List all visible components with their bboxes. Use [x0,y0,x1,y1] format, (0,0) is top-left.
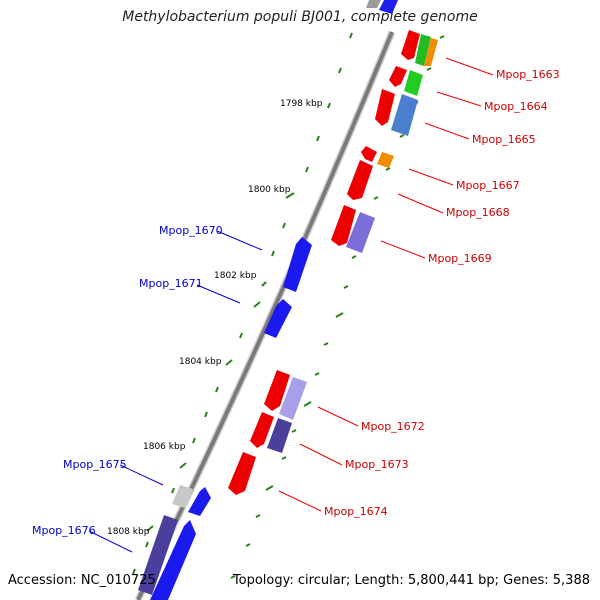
topology-text: Topology: circular; Length: 5,800,441 bp… [232,573,590,588]
forward-leaders [88,230,263,553]
gene-arrow-mpop-1676-b[interactable] [150,520,196,600]
gene-arrow-mpop-1669[interactable] [331,205,356,246]
gene-arrow-mpop-1672[interactable] [264,370,290,411]
gene-arrow-mpop-1664[interactable] [389,66,407,87]
kbp-label-1804: 1804 kbp [179,357,222,367]
gene-label-mpop-1663[interactable]: Mpop_1663 [496,68,560,81]
scale-track [132,32,353,575]
gene-label-mpop-1670[interactable]: Mpop_1670 [159,224,223,237]
gene-arrow-mpop-1668[interactable] [347,160,373,200]
gene-arrow-top-grey[interactable] [366,0,381,8]
gene-arrow-mpop-1665[interactable] [375,89,395,126]
gene-label-mpop-1665[interactable]: Mpop_1665 [472,133,536,146]
kbp-label-1808: 1808 kbp [107,527,150,537]
kbp-label-1802: 1802 kbp [214,271,257,281]
kbp-label-1798: 1798 kbp [280,99,323,109]
gene-arrow-mpop-1675-b[interactable] [188,487,211,516]
gene-arrow-mpop-1674[interactable] [228,452,256,495]
gene-arrow-mpop-1665-b[interactable] [391,94,418,136]
gene-arrow-mpop-1670[interactable] [283,237,312,292]
gene-arrow-mpop-1664-b[interactable] [404,70,423,96]
gene-arrow-mpop-1673[interactable] [250,412,274,448]
gene-arrow-mpop-1676[interactable] [138,515,178,595]
kbp-label-1806: 1806 kbp [143,442,186,452]
gene-arrow-mpop-1671[interactable] [264,299,292,338]
kbp-label-1800: 1800 kbp [248,185,291,195]
gene-arrow-top-blue[interactable] [379,0,398,14]
gene-arrow-mpop-1672-b[interactable] [279,377,307,420]
gene-arrow-mpop-1663[interactable] [401,30,420,60]
gene-arrow-mpop-1669-b[interactable] [346,212,375,253]
gene-label-mpop-1672[interactable]: Mpop_1672 [361,420,425,433]
gene-label-mpop-1664[interactable]: Mpop_1664 [484,100,548,113]
gene-arrow-mpop-1663-c[interactable] [424,38,438,66]
gene-arrow-mpop-1663-b[interactable] [415,34,431,66]
gene-arrow-mpop-1667[interactable] [361,146,377,162]
gene-arrow-mpop-1667-b[interactable] [377,152,394,168]
gene-arrow-mpop-1675[interactable] [172,485,193,508]
reverse-strand-genes [228,30,438,495]
gene-arrow-mpop-1673-b[interactable] [267,418,292,453]
gene-label-mpop-1667[interactable]: Mpop_1667 [456,179,520,192]
gene-label-mpop-1673[interactable]: Mpop_1673 [345,458,409,471]
gene-label-mpop-1671[interactable]: Mpop_1671 [139,277,203,290]
forward-strand-genes [138,0,398,600]
gene-label-mpop-1669[interactable]: Mpop_1669 [428,252,492,265]
reverse-leaders [278,57,494,512]
gene-label-mpop-1674[interactable]: Mpop_1674 [324,505,388,518]
gene-label-mpop-1676[interactable]: Mpop_1676 [32,524,96,537]
gene-label-mpop-1675[interactable]: Mpop_1675 [63,458,127,471]
gene-label-mpop-1668[interactable]: Mpop_1668 [446,206,510,219]
accession-text: Accession: NC_010725 [8,573,156,588]
